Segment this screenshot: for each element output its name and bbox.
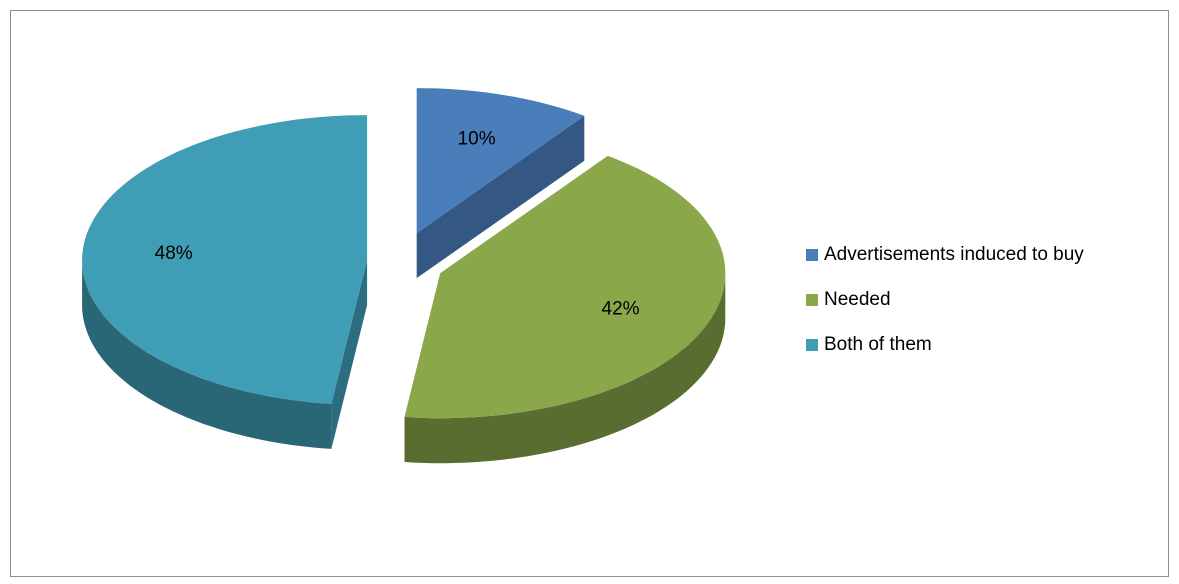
slice [404,155,726,419]
slice [416,88,585,234]
data-label: 48% [155,243,193,264]
legend-swatch [806,249,818,261]
legend-swatch [806,294,818,306]
data-label: 10% [458,128,496,149]
legend-label: Needed [824,289,891,310]
slice [82,115,368,404]
slice-side [404,273,726,464]
legend-swatch [806,339,818,351]
legend-label: Both of them [824,334,932,355]
legend-label: Advertisements induced to buy [824,244,1084,265]
slice-wall [416,115,585,279]
slice-wall [331,260,368,449]
data-label: 42% [602,299,640,320]
slice-side [82,260,332,449]
